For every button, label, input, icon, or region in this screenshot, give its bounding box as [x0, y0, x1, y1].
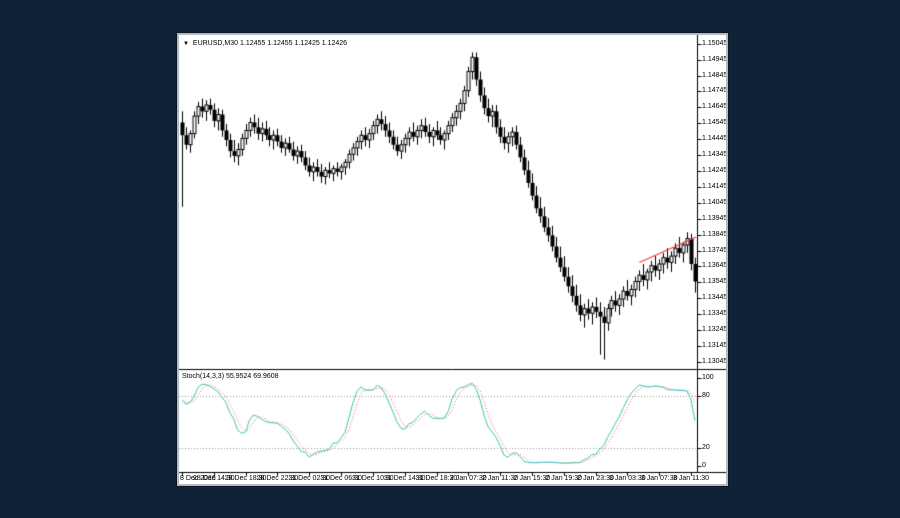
indicator-label: Stoch(14,3,3) 55.9524 69.9608	[182, 372, 279, 381]
time-tick-label: 2 Jan 23:30	[577, 475, 614, 482]
indicator-values: 55.9524 69.9608	[225, 373, 279, 380]
indicator-tick-label: 20	[702, 444, 710, 452]
price-tick-label: 1.14445	[702, 135, 728, 143]
indicator-tick-label: 80	[702, 391, 710, 399]
time-tick-label: 31 Dec 06:30	[320, 475, 362, 482]
ohlc-values: 1.12455 1.12455 1.12425 1.12426	[239, 40, 348, 47]
price-tick-label: 1.14745	[702, 87, 728, 95]
price-tick-label: 1.13445	[702, 294, 728, 302]
price-tick-label: 1.13045	[702, 357, 728, 365]
price-tick-label: 1.14645	[702, 103, 728, 111]
time-tick-label: 28 Dec 18:30	[224, 475, 267, 482]
price-tick-label: 1.13845	[702, 230, 728, 238]
price-tick-label: 1.13345	[702, 310, 728, 318]
price-tick-label: 1.14045	[702, 198, 728, 206]
price-tick-label: 1.13745	[702, 246, 728, 254]
time-tick-label: 31 Dec 10:30	[352, 475, 394, 482]
price-tick-label: 1.14845	[702, 71, 728, 79]
price-tick-label: 1.13145	[702, 341, 728, 349]
chart-title: ▼ EURUSD,M30 1.12455 1.12455 1.12425 1.1…	[183, 39, 347, 49]
price-tick-label: 1.13545	[702, 278, 728, 286]
time-tick-label: 28 Dec 14:30	[192, 475, 235, 482]
time-tick-label: 31 Dec 02:30	[288, 475, 331, 482]
time-tick-label: 2 Jan 11:30	[482, 475, 519, 482]
symbol-period-label: EURUSD,M30	[192, 40, 239, 47]
price-tick-label: 1.15045	[702, 39, 728, 47]
time-tick-label: 3 Jan 11:30	[672, 475, 710, 482]
price-chart-canvas[interactable]	[179, 35, 726, 484]
price-tick-label: 1.14245	[702, 166, 728, 174]
collapse-icon[interactable]: ▼	[183, 41, 189, 47]
time-tick-label: 2 Jan 15:30	[513, 475, 551, 482]
price-tick-label: 1.13945	[702, 214, 728, 222]
price-tick-label: 1.13645	[702, 262, 728, 270]
time-tick-label: 8 Dec 2018	[180, 475, 216, 482]
time-tick-label: 3 Jan 07:30	[640, 475, 678, 482]
time-tick-label: 3 Jan 03:30	[609, 475, 646, 482]
indicator-tick-label: 100	[702, 374, 714, 381]
price-tick-label: 1.13245	[702, 326, 728, 334]
time-tick-label: 31 Dec 18:30	[415, 475, 458, 482]
time-tick-label: 2 Jan 19:30	[545, 475, 583, 482]
price-tick-label: 1.14545	[702, 119, 728, 127]
indicator-name: Stoch(14,3,3)	[182, 373, 225, 380]
price-tick-label: 1.14945	[702, 55, 728, 63]
time-tick-label: 2 Jan 07:30	[450, 475, 487, 482]
price-tick-label: 1.14345	[702, 151, 728, 159]
time-tick-label: 28 Dec 22:30	[256, 475, 299, 482]
indicator-tick-label: 0	[702, 462, 706, 469]
price-tick-label: 1.14145	[702, 182, 728, 190]
mt4-chart-window: ▼ EURUSD,M30 1.12455 1.12455 1.12425 1.1…	[177, 33, 728, 486]
time-tick-label: 31 Dec 14:30	[383, 475, 426, 482]
